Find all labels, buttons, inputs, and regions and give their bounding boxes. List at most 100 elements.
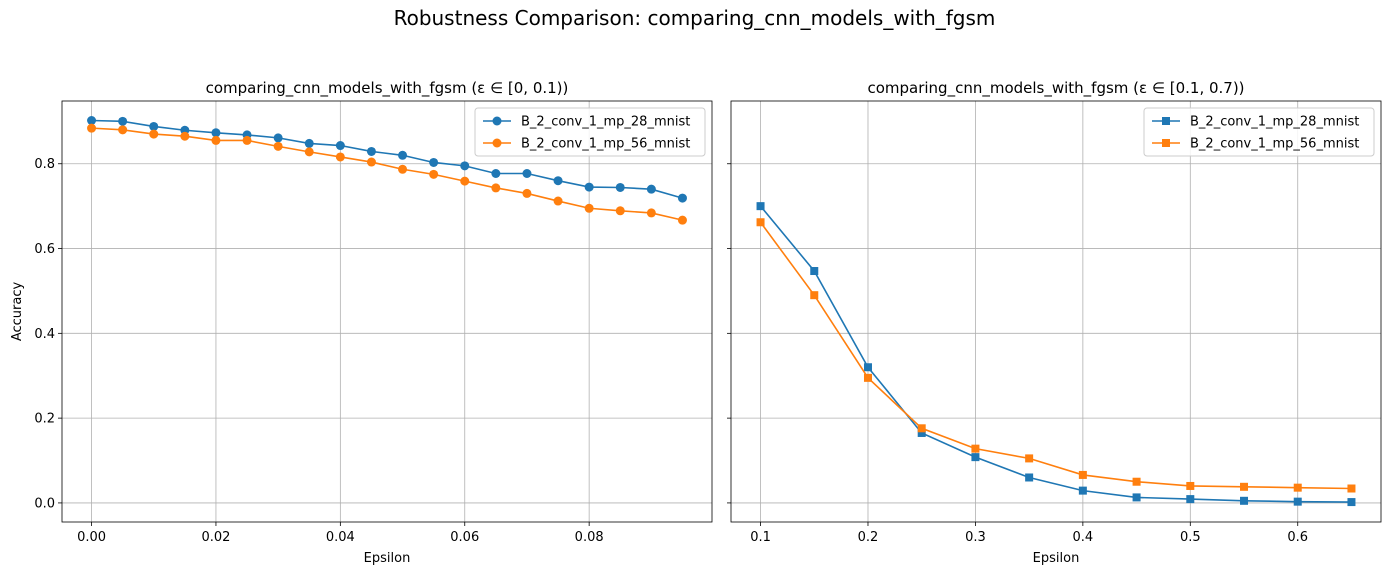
data-point <box>1293 497 1302 506</box>
x-tick-label: 0.1 <box>750 530 771 545</box>
axes-title: comparing_cnn_models_with_fgsm (ε ∈ [0, … <box>206 79 569 98</box>
legend-box <box>1143 107 1375 157</box>
data-point <box>460 161 470 171</box>
data-point <box>87 123 97 133</box>
data-point <box>756 202 765 211</box>
data-point <box>1078 470 1087 479</box>
data-point <box>1078 486 1087 495</box>
data-point <box>429 157 439 167</box>
data-point <box>491 183 501 193</box>
x-tick-label: 0.5 <box>1180 530 1201 545</box>
data-point <box>971 453 980 462</box>
x-tick-label: 0.00 <box>77 530 106 545</box>
data-point <box>1347 498 1356 507</box>
data-point <box>1186 495 1195 504</box>
data-point <box>180 131 190 141</box>
data-point <box>304 147 314 157</box>
x-tick-label: 0.3 <box>965 530 986 545</box>
axes-frame <box>61 100 713 523</box>
data-point <box>273 133 283 143</box>
series-line-0 <box>91 119 683 199</box>
data-point <box>646 208 656 218</box>
data-point <box>917 428 926 437</box>
data-point <box>211 128 221 138</box>
data-point <box>1240 496 1249 505</box>
data-point <box>1132 493 1141 502</box>
data-point <box>810 267 819 276</box>
x-tick-label: 0.4 <box>1073 530 1094 545</box>
data-point <box>118 125 128 135</box>
data-point <box>429 169 439 179</box>
axes-frame <box>730 100 1382 523</box>
data-point <box>584 182 594 192</box>
x-tick-label: 0.2 <box>858 530 879 545</box>
data-point <box>677 215 687 225</box>
data-point <box>756 218 765 227</box>
data-point <box>211 135 221 145</box>
legend-marker <box>1162 117 1170 125</box>
data-point <box>149 129 159 139</box>
series-line-0 <box>759 205 1352 503</box>
data-point <box>398 164 408 174</box>
data-point <box>677 193 687 203</box>
data-point <box>615 182 625 192</box>
data-point <box>917 424 926 433</box>
data-point <box>810 291 819 300</box>
x-axis-label: Epsilon <box>364 551 411 566</box>
data-point <box>584 203 594 213</box>
data-point <box>491 168 501 178</box>
legend-label: B_2_conv_1_mp_28_mnist <box>1190 115 1359 130</box>
data-point <box>522 168 532 178</box>
data-point <box>1293 483 1302 492</box>
data-point <box>615 206 625 216</box>
y-tick-label: 0.6 <box>34 242 55 257</box>
legend-box <box>474 107 706 157</box>
figure-title: Robustness Comparison: comparing_cnn_mod… <box>393 6 996 30</box>
legend-marker <box>492 116 502 126</box>
legend-label: B_2_conv_1_mp_56_mnist <box>1190 137 1359 152</box>
y-tick-label: 0.2 <box>34 412 55 427</box>
data-point <box>1025 454 1034 463</box>
data-point <box>553 176 563 186</box>
x-axis-label: Epsilon <box>1033 551 1080 566</box>
data-point <box>366 157 376 167</box>
legend-marker <box>1162 139 1170 147</box>
data-point <box>149 121 159 131</box>
x-tick-label: 0.02 <box>201 530 230 545</box>
data-point <box>646 184 656 194</box>
data-point <box>1186 481 1195 490</box>
data-point <box>1025 473 1034 482</box>
data-point <box>1240 482 1249 491</box>
data-point <box>863 373 872 382</box>
y-tick-label: 0.4 <box>34 327 55 342</box>
data-point <box>522 188 532 198</box>
x-tick-label: 0.06 <box>450 530 479 545</box>
legend-label: B_2_conv_1_mp_56_mnist <box>521 137 690 152</box>
data-point <box>273 141 283 151</box>
data-point <box>304 138 314 148</box>
data-point <box>553 196 563 206</box>
y-axis-label: Accuracy <box>10 282 25 342</box>
series-line-1 <box>91 127 683 221</box>
y-tick-label: 0.8 <box>34 157 55 172</box>
data-point <box>366 146 376 156</box>
x-tick-label: 0.04 <box>326 530 355 545</box>
series-line-1 <box>759 221 1352 490</box>
x-tick-label: 0.6 <box>1287 530 1308 545</box>
data-point <box>87 116 97 126</box>
axes-title: comparing_cnn_models_with_fgsm (ε ∈ [0.1… <box>867 79 1244 98</box>
data-point <box>460 176 470 186</box>
data-point <box>1132 477 1141 486</box>
data-point <box>398 150 408 160</box>
data-point <box>863 363 872 372</box>
data-point <box>971 444 980 453</box>
data-point <box>335 152 345 162</box>
data-point <box>242 135 252 145</box>
data-point <box>1347 484 1356 493</box>
data-point <box>118 116 128 126</box>
x-tick-label: 0.08 <box>575 530 604 545</box>
legend-marker <box>492 138 502 148</box>
y-tick-label: 0.0 <box>34 496 55 511</box>
data-point <box>335 141 345 151</box>
